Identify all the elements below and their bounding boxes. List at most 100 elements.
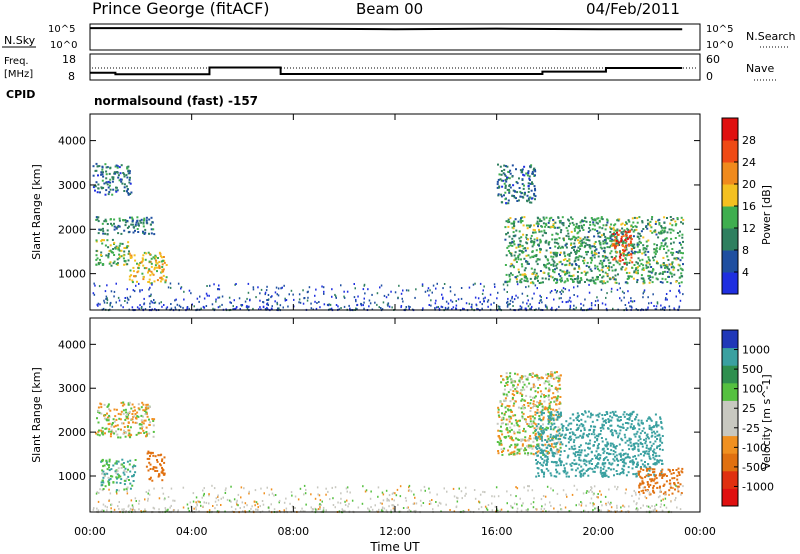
cell xyxy=(455,307,458,310)
cell xyxy=(585,238,588,241)
cell xyxy=(509,430,511,433)
cell xyxy=(363,297,365,300)
cell xyxy=(299,301,302,304)
cell xyxy=(266,285,268,288)
cell xyxy=(107,430,110,433)
cell xyxy=(553,253,556,256)
cell xyxy=(525,254,528,257)
cell xyxy=(604,473,606,476)
cell xyxy=(569,463,572,466)
cell xyxy=(543,263,545,266)
cell xyxy=(144,258,147,261)
cell xyxy=(285,507,288,510)
cell xyxy=(435,299,437,302)
cell xyxy=(676,474,679,477)
cell xyxy=(589,247,592,250)
cell xyxy=(112,188,115,191)
cell xyxy=(586,261,589,264)
cell xyxy=(559,387,562,390)
cell xyxy=(657,461,660,464)
cell xyxy=(110,290,113,293)
cell xyxy=(657,424,660,427)
cell xyxy=(614,485,616,488)
cell xyxy=(131,403,134,406)
cell xyxy=(578,458,581,461)
cell xyxy=(633,243,636,246)
cell xyxy=(559,247,562,250)
cell xyxy=(660,230,662,233)
cell xyxy=(647,274,650,277)
cell xyxy=(117,224,120,227)
cell xyxy=(554,251,557,254)
cell xyxy=(120,249,123,252)
cell xyxy=(555,430,558,433)
cell xyxy=(124,467,127,470)
cell xyxy=(631,243,634,246)
cell xyxy=(612,453,615,456)
cell xyxy=(665,475,668,477)
cell xyxy=(332,497,334,500)
cell xyxy=(605,456,608,459)
cell xyxy=(116,473,119,476)
cell xyxy=(550,487,552,490)
cell xyxy=(679,267,682,270)
cell xyxy=(113,425,116,428)
cell xyxy=(470,306,473,308)
cell xyxy=(115,282,117,285)
cell xyxy=(500,425,502,428)
cell xyxy=(566,229,569,232)
cell xyxy=(632,473,635,476)
cell xyxy=(596,444,599,447)
cell xyxy=(610,266,613,269)
cell xyxy=(100,460,103,463)
cell xyxy=(600,472,603,475)
cell xyxy=(622,240,625,243)
cell xyxy=(573,444,576,447)
cell xyxy=(152,424,155,427)
cell xyxy=(376,292,379,295)
cell xyxy=(481,307,483,310)
cell xyxy=(621,222,624,225)
cell xyxy=(606,448,609,450)
cell xyxy=(651,270,654,273)
cell xyxy=(434,307,436,310)
cell xyxy=(553,422,556,425)
cell xyxy=(513,402,516,405)
cell xyxy=(119,178,122,181)
cell xyxy=(615,445,618,447)
cell xyxy=(161,263,164,266)
cell xyxy=(145,252,148,255)
cell xyxy=(570,216,573,219)
cell xyxy=(118,257,121,260)
cell xyxy=(661,427,664,430)
cell xyxy=(589,428,591,431)
cell xyxy=(516,386,518,389)
cell xyxy=(502,179,505,182)
cell xyxy=(428,503,431,505)
cell xyxy=(550,445,553,448)
cell xyxy=(501,453,504,456)
cell xyxy=(552,392,555,395)
cell xyxy=(519,281,522,284)
cell xyxy=(597,493,599,495)
cell xyxy=(627,219,630,222)
cell xyxy=(645,226,647,228)
cell xyxy=(529,303,531,306)
cell xyxy=(545,249,548,252)
cell xyxy=(538,418,541,421)
cell xyxy=(126,296,129,299)
cell xyxy=(551,423,554,426)
cell xyxy=(566,471,569,474)
cell xyxy=(125,487,128,490)
cell xyxy=(314,294,316,297)
cell xyxy=(533,417,536,420)
cell xyxy=(619,260,622,263)
range-tick-label: 1000 xyxy=(58,268,86,281)
cell xyxy=(118,249,121,252)
cell xyxy=(519,305,522,308)
cell xyxy=(552,263,555,266)
cell xyxy=(293,506,296,509)
velocity-cells xyxy=(92,371,684,514)
cell xyxy=(103,220,106,223)
cell xyxy=(516,191,519,194)
